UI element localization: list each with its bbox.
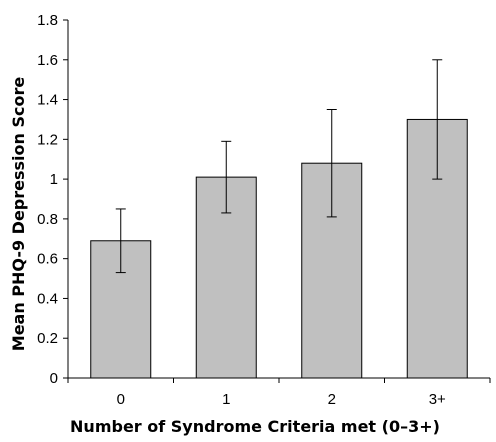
- y-tick-label: 0: [50, 370, 58, 387]
- y-tick-label: 0.2: [37, 330, 58, 347]
- error-bar-0: [115, 208, 126, 274]
- y-tick-label: 1.6: [37, 52, 58, 69]
- x-tick-label: 2: [328, 391, 336, 408]
- y-tick-label: 0.8: [37, 211, 58, 228]
- y-tick-label: 1: [50, 171, 58, 188]
- x-tick-label: 0: [117, 391, 125, 408]
- y-tick-label: 1.2: [37, 131, 58, 148]
- x-axis-title: Number of Syndrome Criteria met (0–3+): [70, 417, 440, 436]
- x-tick-label: 1: [222, 391, 230, 408]
- error-bar-2: [326, 109, 337, 218]
- y-tick-label: 0.4: [37, 290, 58, 307]
- error-bar-1: [221, 140, 232, 214]
- y-tick-label: 0.6: [37, 251, 58, 268]
- y-axis-title: Mean PHQ-9 Depression Score: [9, 77, 28, 352]
- error-bar-3+: [432, 59, 443, 180]
- x-tick-label: 3+: [429, 391, 446, 408]
- bars: [90, 118, 468, 379]
- y-tick-label: 1.8: [37, 12, 58, 29]
- error-bars: [115, 59, 443, 274]
- y-tick-label: 1.4: [37, 92, 58, 109]
- x-axis-ticks: 0 1 2 3+: [67, 378, 491, 408]
- y-axis-ticks: 0 0.2 0.4 0.6 0.8 1 1.2 1.4 1.6 1.8: [37, 12, 68, 387]
